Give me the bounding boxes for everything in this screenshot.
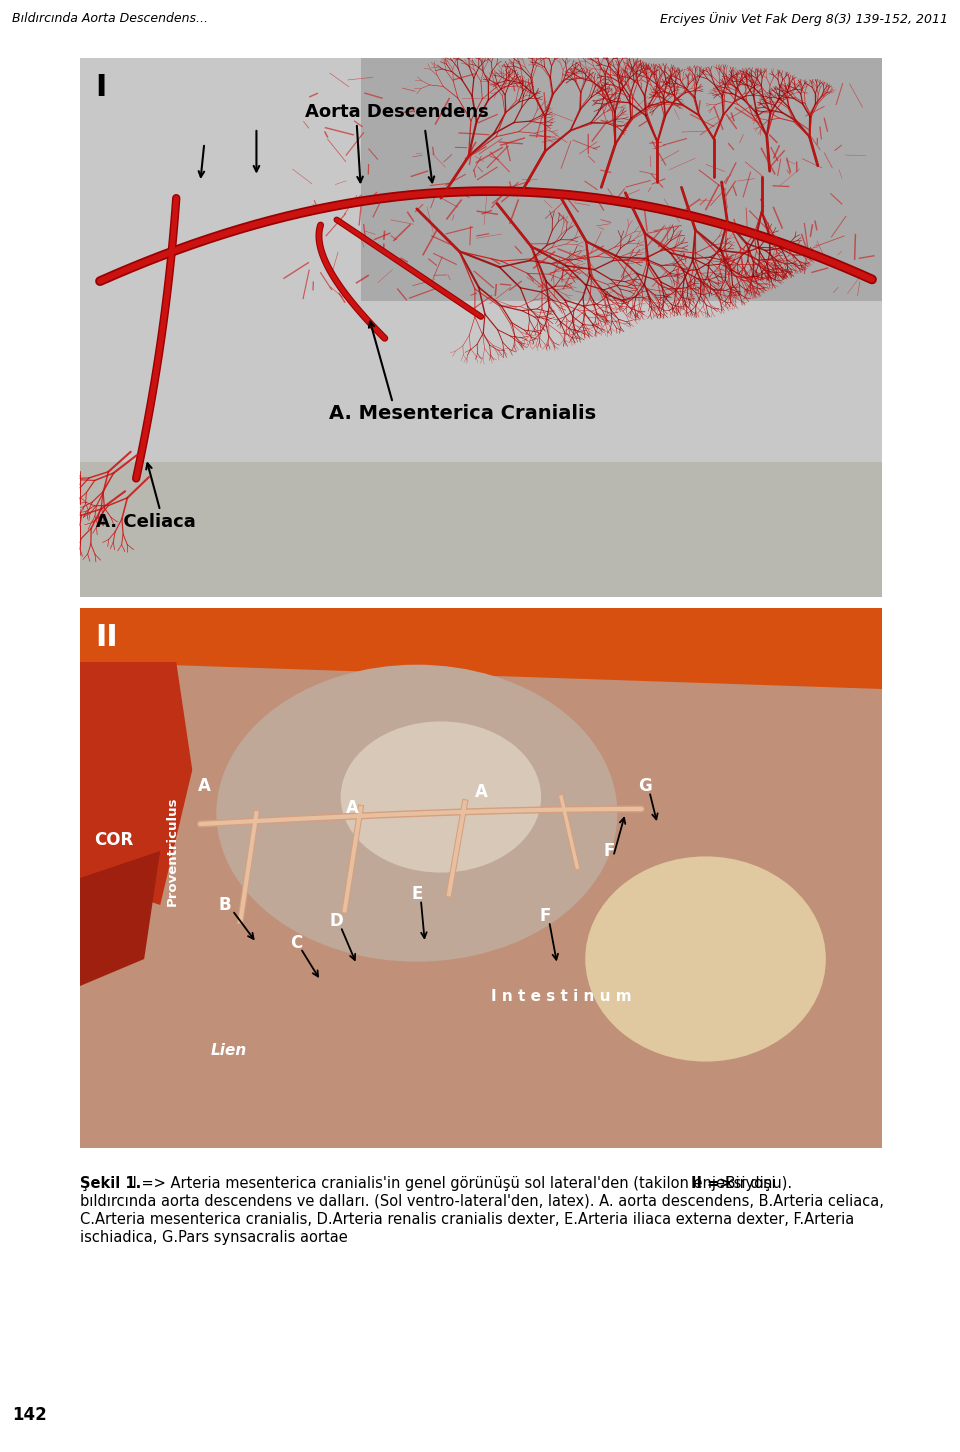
Text: II: II (95, 623, 118, 652)
Polygon shape (80, 662, 192, 905)
Text: F: F (540, 908, 551, 925)
Text: Şekil 1.: Şekil 1. (80, 1176, 141, 1191)
Text: Bıldırcında Aorta Descendens...: Bıldırcında Aorta Descendens... (12, 12, 208, 25)
Text: ischiadica, G.Pars synsacralis aortae: ischiadica, G.Pars synsacralis aortae (80, 1230, 348, 1244)
Text: II =>: II => (691, 1176, 732, 1191)
Text: A. Celiaca: A. Celiaca (96, 513, 196, 530)
Text: A: A (347, 799, 359, 817)
Text: 142: 142 (12, 1406, 47, 1424)
Polygon shape (80, 608, 882, 690)
Text: bıldırcında aorta descendens ve dalları. (Sol ventro-lateral'den, latex). A. aor: bıldırcında aorta descendens ve dalları.… (80, 1194, 884, 1210)
Text: E: E (411, 886, 422, 903)
Text: Bir dişi: Bir dişi (721, 1176, 776, 1191)
Bar (80, 608, 882, 1149)
Text: A: A (198, 777, 211, 796)
Text: I n t e s t i n u m: I n t e s t i n u m (491, 989, 632, 1005)
Ellipse shape (216, 665, 617, 961)
Text: I: I (95, 73, 107, 102)
Text: Proventriculus: Proventriculus (166, 796, 179, 906)
Text: A: A (474, 783, 488, 800)
Ellipse shape (586, 857, 826, 1061)
Text: Erciyes Üniv Vet Fak Derg 8(3) 139-152, 2011: Erciyes Üniv Vet Fak Derg 8(3) 139-152, … (660, 12, 948, 26)
Polygon shape (361, 58, 882, 301)
Text: C: C (291, 934, 302, 953)
Text: Lien: Lien (210, 1044, 247, 1059)
Text: COR: COR (94, 831, 133, 849)
Text: D: D (330, 912, 344, 931)
Text: Aorta Descendens: Aorta Descendens (304, 103, 489, 121)
Text: C.Arteria mesenterica cranialis, D.Arteria renalis cranialis dexter, E.Arteria i: C.Arteria mesenterica cranialis, D.Arter… (80, 1212, 854, 1227)
Text: F: F (604, 842, 615, 860)
Text: A. Mesenterica Cranialis: A. Mesenterica Cranialis (328, 404, 596, 423)
Bar (80, 58, 882, 597)
Bar (80, 462, 882, 597)
Polygon shape (80, 851, 160, 986)
Text: B: B (218, 896, 230, 913)
Text: I => Arteria mesenterica cranialis'in genel görünüşü sol lateral'den (takilon en: I => Arteria mesenterica cranialis'in ge… (129, 1176, 797, 1191)
Text: G: G (638, 777, 652, 796)
Ellipse shape (341, 722, 541, 873)
